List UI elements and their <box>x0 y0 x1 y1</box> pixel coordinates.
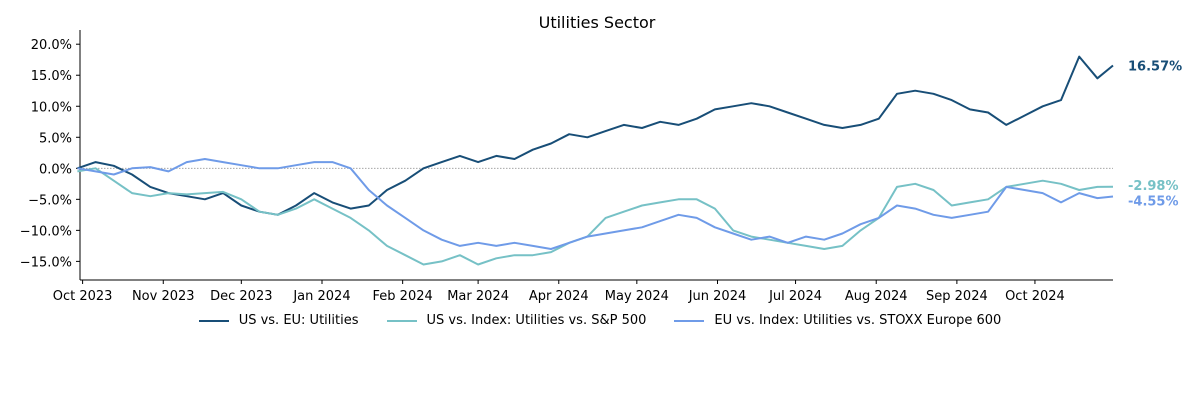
series-end-label: -2.98% <box>1128 179 1179 194</box>
y-tick-label: 10.0% <box>31 100 72 115</box>
x-tick-label: Jan 2024 <box>292 289 350 304</box>
x-tick-label: Jul 2024 <box>768 289 822 304</box>
x-tick-label: Jun 2024 <box>688 289 747 304</box>
x-tick-label: Dec 2023 <box>210 289 272 304</box>
legend-item: EU vs. Index: Utilities vs. STOXX Europe… <box>674 313 1001 328</box>
x-tick-label: Sep 2024 <box>926 289 988 304</box>
y-tick-label: 0.0% <box>39 162 72 177</box>
series-line <box>77 167 1114 266</box>
y-tick-label: −15.0% <box>20 255 72 270</box>
y-tick-label: 5.0% <box>39 131 72 146</box>
y-tick-label: −5.0% <box>28 193 72 208</box>
x-tick-label: Nov 2023 <box>132 289 195 304</box>
legend-label: US vs. EU: Utilities <box>238 313 359 328</box>
legend-item: US vs. EU: Utilities <box>198 313 359 328</box>
x-tick-label: Mar 2024 <box>447 289 509 304</box>
y-tick-label: 20.0% <box>31 38 72 53</box>
series-line <box>77 55 1114 216</box>
x-tick-label: Oct 2024 <box>1005 289 1065 304</box>
series-end-label: 16.57% <box>1128 59 1182 74</box>
legend-swatch <box>198 319 229 322</box>
y-tick-label: −10.0% <box>20 224 72 239</box>
x-tick-label: Oct 2023 <box>53 289 113 304</box>
x-tick-label: Apr 2024 <box>529 289 589 304</box>
legend-item: US vs. Index: Utilities vs. S&P 500 <box>386 313 647 328</box>
plot-area: −15.0% −10.0% −5.0% 0.0% 5.0% 10.0% 15.0% 20.0%… <box>20 30 1182 304</box>
series-line <box>77 158 1114 250</box>
legend-label: US vs. Index: Utilities vs. S&P 500 <box>426 313 647 328</box>
y-tick-label: 15.0% <box>31 69 72 84</box>
series-end-label: -4.55% <box>1128 195 1179 210</box>
x-tick-label: Aug 2024 <box>845 289 908 304</box>
legend-swatch <box>674 319 705 322</box>
legend: US vs. EU: Utilities US vs. Index: Utilit… <box>0 313 1200 328</box>
x-tick-label: May 2024 <box>605 289 669 304</box>
chart-title: Utilities Sector <box>539 13 656 32</box>
legend-swatch <box>386 319 417 322</box>
legend-label: EU vs. Index: Utilities vs. STOXX Europe… <box>714 313 1002 328</box>
x-tick-label: Feb 2024 <box>373 289 433 304</box>
